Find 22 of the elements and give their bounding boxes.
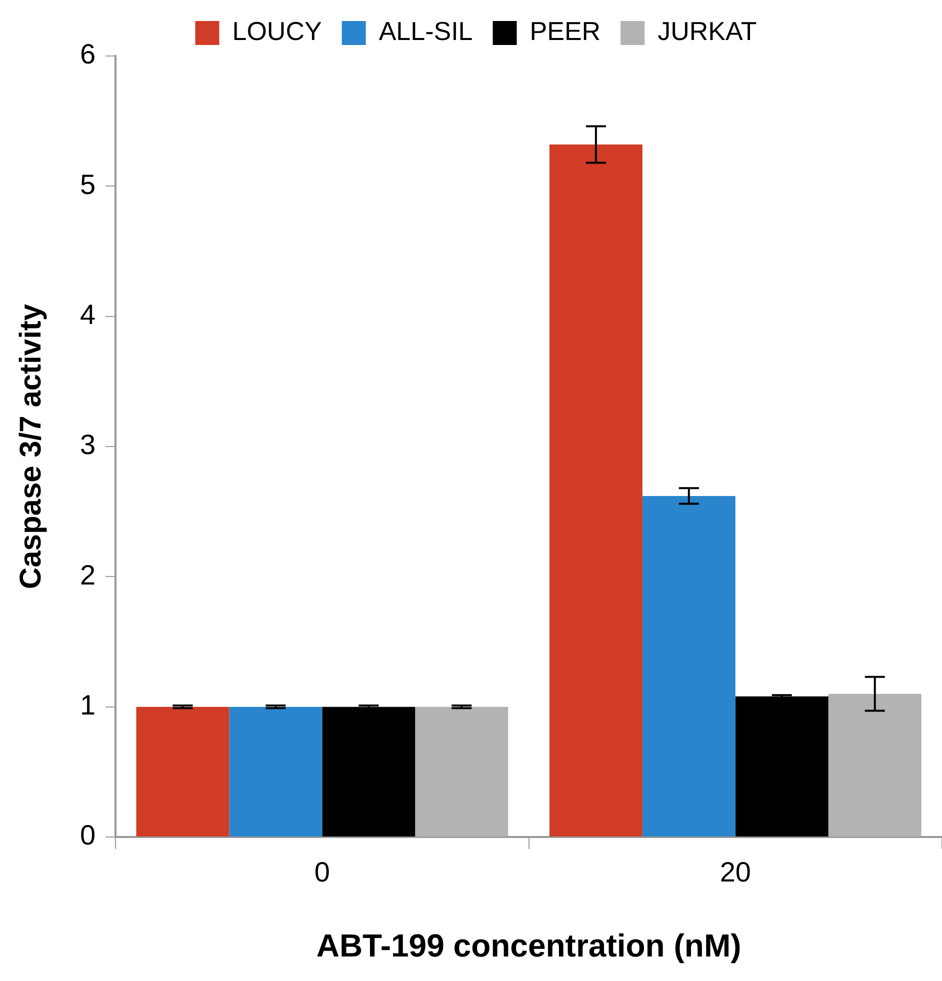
- legend-label: ALL-SIL: [378, 16, 473, 46]
- bar: [322, 706, 416, 836]
- y-tick-label: 5: [80, 168, 96, 200]
- bar: [415, 706, 508, 836]
- legend-label: LOUCY: [232, 16, 322, 46]
- legend-label: PEER: [530, 16, 601, 46]
- bar: [828, 694, 922, 836]
- y-tick-label: 0: [80, 820, 96, 851]
- bar: [136, 706, 230, 836]
- y-tick-label: 1: [80, 690, 96, 721]
- legend-label: JURKAT: [658, 16, 757, 46]
- y-tick-label: 3: [80, 429, 96, 460]
- bar: [735, 696, 828, 836]
- y-tick-label: 6: [80, 38, 96, 70]
- bar: [642, 496, 736, 836]
- x-axis-title: ABT-199 concentration (nM): [316, 928, 742, 964]
- x-tick-label: 20: [720, 856, 751, 888]
- bar: [229, 706, 322, 836]
- bar: [549, 144, 642, 836]
- y-tick-label: 2: [80, 559, 96, 590]
- y-axis-title: Caspase 3/7 activity: [14, 304, 48, 590]
- y-tick-label: 4: [80, 299, 96, 330]
